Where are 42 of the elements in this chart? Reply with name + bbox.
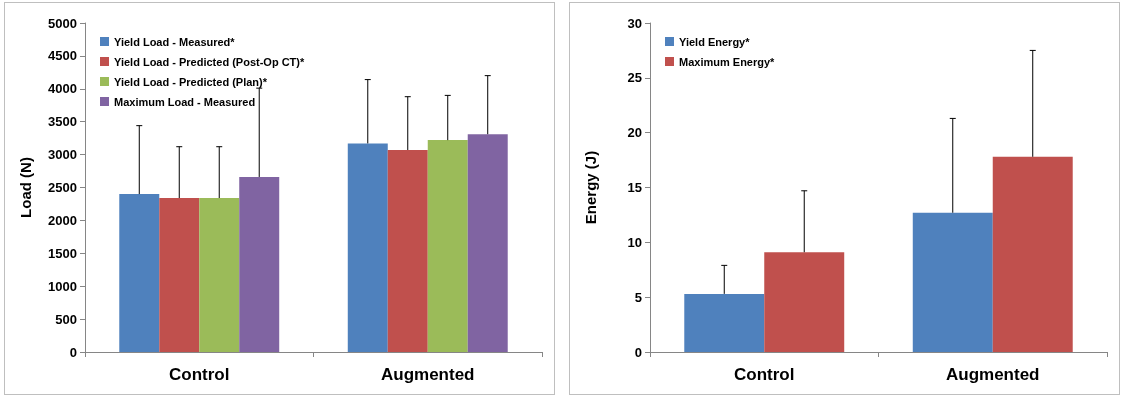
bar bbox=[912, 212, 993, 352]
y-tick-label: 4000 bbox=[48, 81, 77, 97]
y-tick-label: 25 bbox=[627, 70, 642, 86]
y-tick-label: 0 bbox=[634, 344, 642, 360]
bar bbox=[684, 293, 765, 352]
y-tick-label: 10 bbox=[627, 234, 642, 250]
bar bbox=[239, 176, 280, 352]
y-tick-label: 500 bbox=[55, 311, 77, 327]
x-tick-label: Augmented bbox=[946, 365, 1040, 384]
y-tick-label: 1000 bbox=[48, 278, 77, 294]
y-tick-label: 5 bbox=[634, 289, 642, 305]
y-tick-label: 2500 bbox=[48, 180, 77, 195]
y-tick-label: 5000 bbox=[48, 15, 77, 31]
bar bbox=[427, 140, 468, 352]
y-tick-label: 1500 bbox=[48, 245, 77, 261]
bar bbox=[347, 143, 388, 352]
y-tick-label: 4500 bbox=[48, 48, 77, 64]
bar bbox=[387, 149, 428, 352]
y-axis-title: Load (N) bbox=[17, 157, 34, 218]
bar bbox=[159, 198, 200, 352]
legend-label: Yield Load - Measured* bbox=[114, 35, 236, 48]
y-tick-label: 30 bbox=[627, 15, 642, 31]
y-axis-title: Energy (J) bbox=[582, 150, 599, 225]
y-tick-label: 3000 bbox=[48, 147, 77, 163]
legend-label: Yield Load - Predicted (Plan)* bbox=[114, 75, 268, 88]
x-tick-label: Control bbox=[734, 365, 795, 384]
bar bbox=[764, 252, 845, 352]
y-tick-label: 2000 bbox=[48, 212, 77, 228]
x-tick-label: Control bbox=[169, 365, 230, 384]
bar bbox=[119, 194, 160, 352]
x-tick-label: Augmented bbox=[381, 365, 475, 384]
bar bbox=[467, 134, 508, 352]
legend-label: Maximum Load - Measured bbox=[114, 95, 256, 108]
legend-label: Maximum Energy* bbox=[679, 55, 776, 68]
y-tick-label: 15 bbox=[627, 180, 642, 195]
y-tick-label: 20 bbox=[627, 125, 642, 141]
bar bbox=[992, 156, 1073, 352]
legend-label: Yield Load - Predicted (Post-Op CT)* bbox=[114, 55, 305, 68]
legend-label: Yield Energy* bbox=[679, 35, 751, 48]
y-tick-label: 0 bbox=[69, 344, 77, 360]
bar bbox=[199, 198, 240, 352]
y-tick-label: 3500 bbox=[48, 114, 77, 130]
